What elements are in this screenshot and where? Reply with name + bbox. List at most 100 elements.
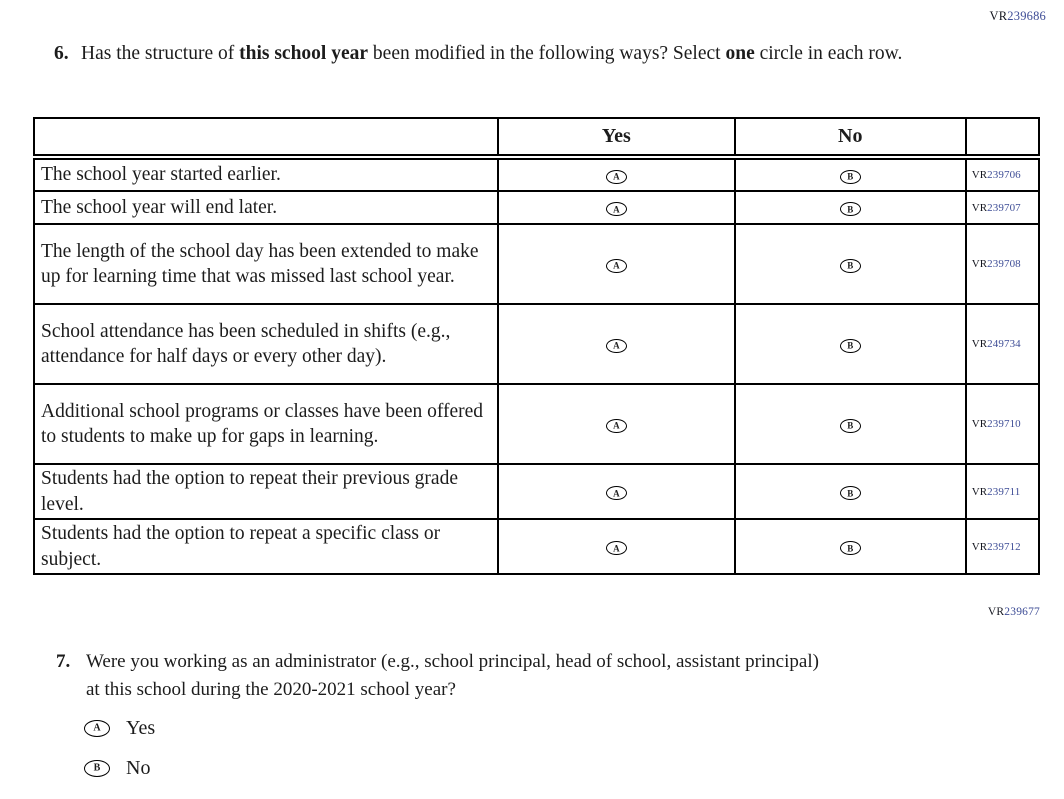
- row-code: VR239711: [964, 463, 1041, 520]
- no-cell: B: [733, 190, 967, 225]
- section-code: VR239677: [988, 606, 1040, 618]
- response-matrix-table: Yes No The school year started earlier. …: [33, 117, 1041, 575]
- bubble-letter: B: [847, 204, 854, 214]
- yes-cell: A: [496, 383, 736, 465]
- row-code-digits: 239712: [987, 540, 1021, 553]
- question-7-options: A Yes B No: [84, 716, 155, 796]
- question-7-text: Were you working as an administrator (e.…: [86, 648, 1006, 704]
- page-code-digits: 239686: [1007, 9, 1046, 23]
- bubble-letter: B: [847, 260, 854, 271]
- q6-bold-part: this school year: [239, 43, 369, 64]
- option-a-bubble[interactable]: A: [605, 202, 627, 216]
- bubble-letter: A: [613, 488, 620, 498]
- bubble-letter: B: [847, 340, 854, 351]
- row-code-prefix: VR: [971, 338, 988, 350]
- q6-text-part: been modified in the following ways? Sel…: [368, 43, 726, 64]
- option-yes-label: Yes: [126, 716, 156, 739]
- option-b-bubble[interactable]: B: [839, 541, 861, 555]
- table-row: Students had the option to repeat their …: [33, 463, 1041, 520]
- table-row: Additional school programs or classes ha…: [33, 383, 1041, 465]
- row-statement: Students had the option to repeat their …: [33, 463, 499, 520]
- bubble-letter: B: [847, 171, 854, 182]
- row-code-prefix: VR: [971, 169, 988, 181]
- header-yes: Yes: [496, 117, 736, 160]
- option-b-bubble[interactable]: B: [839, 418, 861, 433]
- row-statement: Students had the option to repeat a spec…: [33, 518, 499, 575]
- bubble-letter: B: [93, 762, 101, 774]
- row-code-digits: 239711: [987, 485, 1021, 498]
- header-blank-cell: [964, 117, 1041, 160]
- row-statement: School attendance has been scheduled in …: [33, 303, 499, 385]
- bubble-letter: A: [613, 543, 620, 553]
- option-a-bubble[interactable]: A: [605, 541, 627, 555]
- option-b-bubble[interactable]: B: [84, 759, 110, 777]
- option-a-bubble[interactable]: A: [84, 719, 110, 737]
- row-code: VR249734: [964, 303, 1041, 385]
- table-row: The school year started earlier. A B VR2…: [33, 156, 1041, 192]
- question-7: 7. Were you working as an administrator …: [56, 648, 1006, 704]
- bubble-letter: A: [613, 420, 620, 431]
- no-cell: B: [733, 223, 967, 305]
- question-6-text: Has the structure of this school year be…: [81, 41, 950, 67]
- row-code-prefix: VR: [971, 485, 988, 498]
- row-code: VR239708: [964, 223, 1041, 305]
- option-a-bubble[interactable]: A: [605, 338, 627, 353]
- row-statement: The length of the school day has been ex…: [33, 223, 499, 305]
- row-statement: The school year will end later.: [33, 190, 499, 225]
- q7-line-2: at this school during the 2020-2021 scho…: [86, 679, 456, 700]
- yes-cell: A: [496, 156, 736, 192]
- no-cell: B: [733, 383, 967, 465]
- row-code: VR239706: [964, 156, 1041, 192]
- option-a-bubble[interactable]: A: [605, 486, 627, 500]
- bubble-letter: A: [613, 260, 620, 271]
- row-statement: The school year started earlier.: [33, 156, 499, 192]
- no-cell: B: [733, 156, 967, 192]
- page-code-prefix: VR: [989, 9, 1008, 23]
- page-code: VR239686: [990, 9, 1046, 24]
- option-b-bubble[interactable]: B: [839, 338, 861, 353]
- option-b-bubble[interactable]: B: [839, 169, 861, 184]
- row-code: VR239707: [964, 190, 1041, 225]
- table-row: Students had the option to repeat a spec…: [33, 518, 1041, 575]
- row-code-prefix: VR: [971, 258, 988, 270]
- table-row: School attendance has been scheduled in …: [33, 303, 1041, 385]
- row-code-digits: 239707: [987, 201, 1021, 214]
- bubble-letter: B: [847, 420, 854, 431]
- q7-line-1: Were you working as an administrator (e.…: [86, 651, 819, 672]
- section-code-prefix: VR: [987, 606, 1005, 618]
- option-yes[interactable]: A Yes: [84, 716, 155, 740]
- yes-cell: A: [496, 303, 736, 385]
- option-b-bubble[interactable]: B: [839, 258, 861, 273]
- bubble-letter: B: [847, 488, 854, 498]
- bubble-letter: A: [613, 340, 620, 351]
- yes-cell: A: [496, 463, 736, 520]
- option-a-bubble[interactable]: A: [605, 169, 627, 184]
- option-b-bubble[interactable]: B: [839, 202, 861, 216]
- yes-cell: A: [496, 518, 736, 575]
- yes-cell: A: [496, 190, 736, 225]
- question-6-number: 6.: [54, 43, 69, 64]
- bubble-letter: A: [613, 171, 620, 182]
- option-no[interactable]: B No: [84, 756, 155, 780]
- option-a-bubble[interactable]: A: [605, 258, 627, 273]
- bubble-letter: B: [847, 543, 854, 553]
- row-code-prefix: VR: [971, 418, 988, 430]
- option-b-bubble[interactable]: B: [839, 486, 861, 500]
- no-cell: B: [733, 303, 967, 385]
- section-code-digits: 239677: [1004, 606, 1040, 618]
- header-no: No: [733, 117, 967, 160]
- option-no-label: No: [126, 756, 151, 779]
- q6-bold-part: one: [725, 43, 755, 64]
- row-code-digits: 239710: [987, 418, 1021, 430]
- header-row: Yes No: [33, 117, 1041, 160]
- question-6: 6. Has the structure of this school year…: [54, 41, 950, 67]
- row-code: VR239710: [964, 383, 1041, 465]
- yes-cell: A: [496, 223, 736, 305]
- row-code-prefix: VR: [971, 540, 988, 553]
- q6-text-part: circle in each row.: [754, 43, 903, 64]
- option-a-bubble[interactable]: A: [605, 418, 627, 433]
- row-code: VR239712: [964, 518, 1041, 575]
- row-statement: Additional school programs or classes ha…: [33, 383, 499, 465]
- row-code-digits: 239708: [987, 258, 1021, 270]
